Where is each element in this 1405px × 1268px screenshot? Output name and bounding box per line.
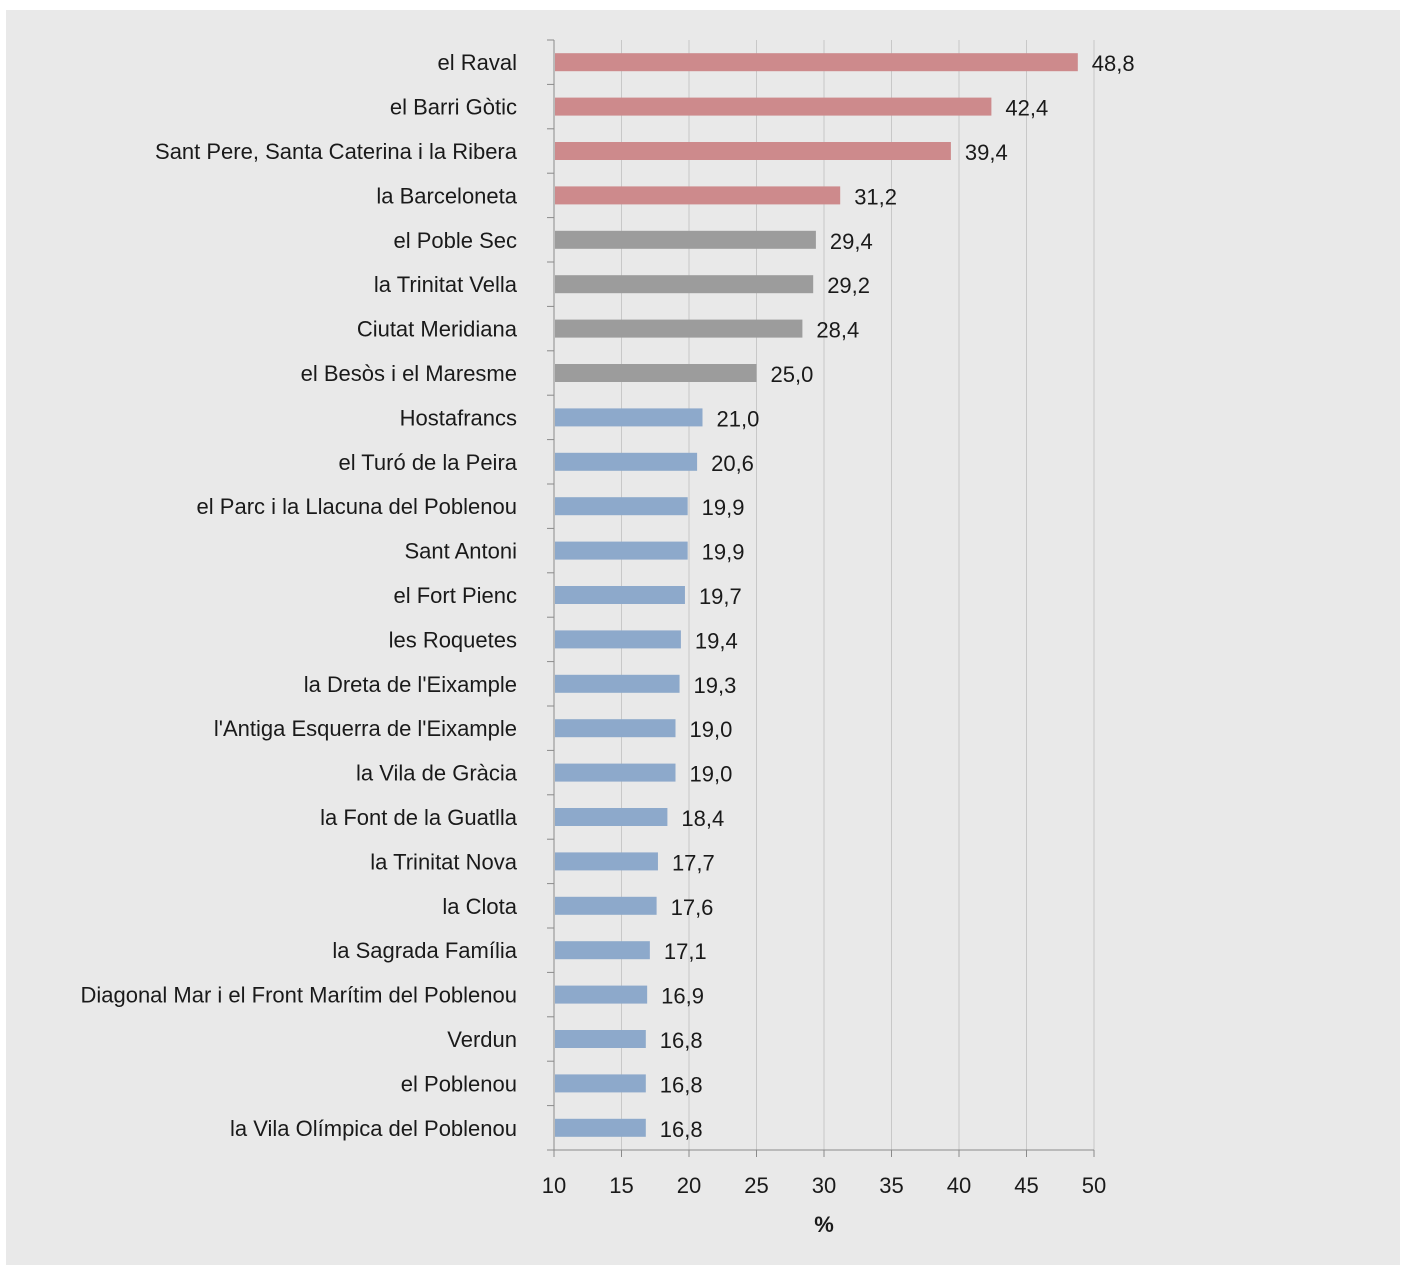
- value-label: 17,6: [671, 895, 714, 920]
- value-label: 16,8: [660, 1117, 703, 1142]
- axes: [547, 39, 1095, 1157]
- category-label: el Fort Pienc: [394, 583, 518, 608]
- gridlines: [621, 40, 1095, 1150]
- bar: [555, 586, 685, 604]
- value-label: 17,1: [664, 939, 707, 964]
- category-label: Sant Antoni: [404, 539, 517, 564]
- value-label: 48,8: [1092, 51, 1135, 76]
- x-tick-label: 25: [744, 1173, 768, 1198]
- value-label: 19,0: [690, 717, 733, 742]
- category-label: el Besòs i el Maresme: [301, 361, 517, 386]
- value-label: 31,2: [854, 184, 897, 209]
- value-label: 19,7: [699, 584, 742, 609]
- category-label: el Poble Sec: [393, 228, 517, 253]
- bar: [555, 364, 757, 382]
- x-tick-label: 20: [677, 1173, 701, 1198]
- bar: [555, 186, 841, 205]
- value-label: 19,9: [702, 540, 745, 565]
- category-label: Diagonal Mar i el Front Marítim del Pobl…: [80, 983, 517, 1008]
- bar: [555, 1074, 646, 1093]
- value-label: 42,4: [1005, 96, 1048, 121]
- category-label: la Vila Olímpica del Poblenou: [230, 1116, 517, 1141]
- category-label: la Trinitat Nova: [370, 849, 517, 874]
- x-tick-label: 30: [812, 1173, 836, 1198]
- bar: [555, 53, 1078, 72]
- category-label: la Clota: [442, 894, 517, 919]
- category-label: el Barri Gòtic: [390, 95, 517, 120]
- bar: [555, 719, 676, 738]
- x-tick-label: 15: [609, 1173, 633, 1198]
- value-label: 25,0: [771, 362, 814, 387]
- category-label: Verdun: [447, 1027, 517, 1052]
- bar: [555, 674, 680, 693]
- bar: [555, 941, 650, 960]
- bar: [555, 630, 681, 649]
- x-tick-label: 35: [879, 1173, 903, 1198]
- bars: [555, 53, 1078, 1137]
- bar: [555, 541, 688, 560]
- value-label: 28,4: [816, 318, 859, 343]
- bar: [555, 763, 676, 782]
- category-label: el Turó de la Peira: [338, 450, 517, 475]
- value-label: 19,0: [690, 762, 733, 787]
- value-label: 19,9: [702, 495, 745, 520]
- x-tick-label: 45: [1014, 1173, 1038, 1198]
- value-label: 18,4: [681, 806, 724, 831]
- category-label: el Poblenou: [401, 1071, 517, 1096]
- category-label: Ciutat Meridiana: [357, 317, 518, 342]
- value-label: 29,2: [827, 273, 870, 298]
- value-label: 39,4: [965, 140, 1008, 165]
- bar: [555, 985, 648, 1004]
- bar: [555, 808, 668, 826]
- value-label: 16,8: [660, 1028, 703, 1053]
- category-label: les Roquetes: [389, 627, 517, 652]
- bar: [555, 408, 703, 427]
- value-label: 16,8: [660, 1072, 703, 1097]
- value-label: 29,4: [830, 229, 873, 254]
- category-label: la Trinitat Vella: [374, 272, 518, 297]
- category-label: el Raval: [438, 50, 517, 75]
- x-tick-label: 40: [947, 1173, 971, 1198]
- category-label: la Barceloneta: [376, 183, 517, 208]
- chart-panel: [6, 10, 1400, 1265]
- value-label: 19,3: [694, 673, 737, 698]
- labels: 10 15 20 25 30 35 40 45 50 el Raval 48,8 el Barri G…: [80, 50, 1134, 1198]
- bar: [555, 497, 688, 516]
- category-label: la Sagrada Família: [332, 938, 517, 963]
- bar: [555, 97, 992, 116]
- x-axis-title: %: [814, 1212, 834, 1237]
- bar: [555, 230, 816, 249]
- bar: [555, 142, 951, 160]
- bar: [555, 275, 814, 294]
- value-label: 17,7: [672, 850, 715, 875]
- category-label: el Parc i la Llacuna del Poblenou: [197, 494, 517, 519]
- category-label: l'Antiga Esquerra de l'Eixample: [214, 716, 517, 741]
- bar: [555, 319, 803, 338]
- bar: [555, 452, 698, 471]
- bar: [555, 1118, 646, 1137]
- value-label: 16,9: [661, 984, 704, 1009]
- bar: [555, 852, 658, 871]
- bar: [555, 896, 657, 915]
- category-label: Hostafrancs: [400, 405, 517, 430]
- bar: [555, 1030, 646, 1048]
- x-tick-label: 50: [1082, 1173, 1106, 1198]
- x-tick-label: 10: [542, 1173, 566, 1198]
- category-label: la Vila de Gràcia: [356, 761, 518, 786]
- category-label: la Font de la Guatlla: [320, 805, 518, 830]
- category-label: la Dreta de l'Eixample: [304, 672, 517, 697]
- value-label: 21,0: [717, 406, 760, 431]
- category-label: Sant Pere, Santa Caterina i la Ribera: [155, 139, 518, 164]
- value-label: 20,6: [711, 451, 754, 476]
- value-label: 19,4: [695, 628, 738, 653]
